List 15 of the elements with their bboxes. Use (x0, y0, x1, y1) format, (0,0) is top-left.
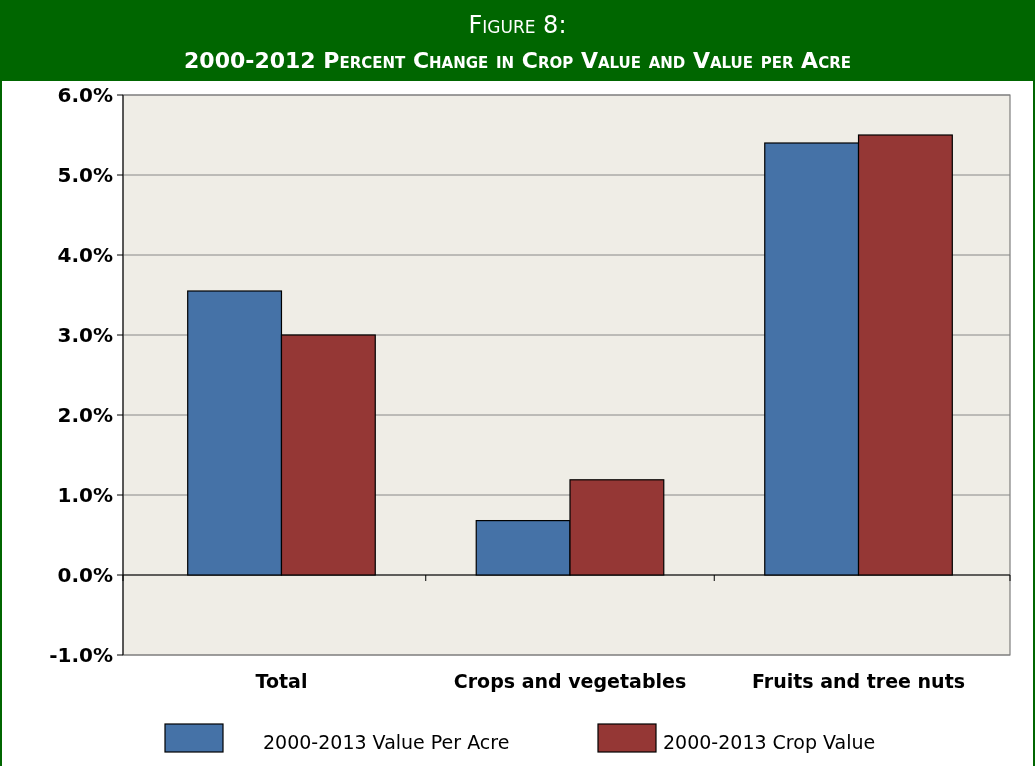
y-tick-label: 1.0% (57, 483, 113, 507)
legend-label: 2000-2013 Value Per Acre (263, 731, 510, 753)
x-tick-label: Total (255, 670, 308, 692)
x-tick-label: Fruits and tree nuts (752, 670, 966, 692)
y-tick-label: 4.0% (57, 243, 113, 267)
chart-title: Figure 8: (468, 11, 567, 39)
y-tick-label: 0.0% (57, 563, 113, 587)
y-tick-label: -1.0% (49, 643, 113, 667)
y-tick-label: 2.0% (57, 403, 113, 427)
x-tick-label: Crops and vegetables (453, 670, 687, 692)
chart-subtitle: 2000-2012 Percent Change in Crop Value and Value per Acre (184, 48, 851, 73)
y-tick-label: 5.0% (57, 163, 113, 187)
legend-label: 2000-2013 Crop Value (663, 731, 876, 753)
y-tick-label: 3.0% (57, 323, 113, 347)
y-tick-label: 6.0% (57, 83, 113, 107)
